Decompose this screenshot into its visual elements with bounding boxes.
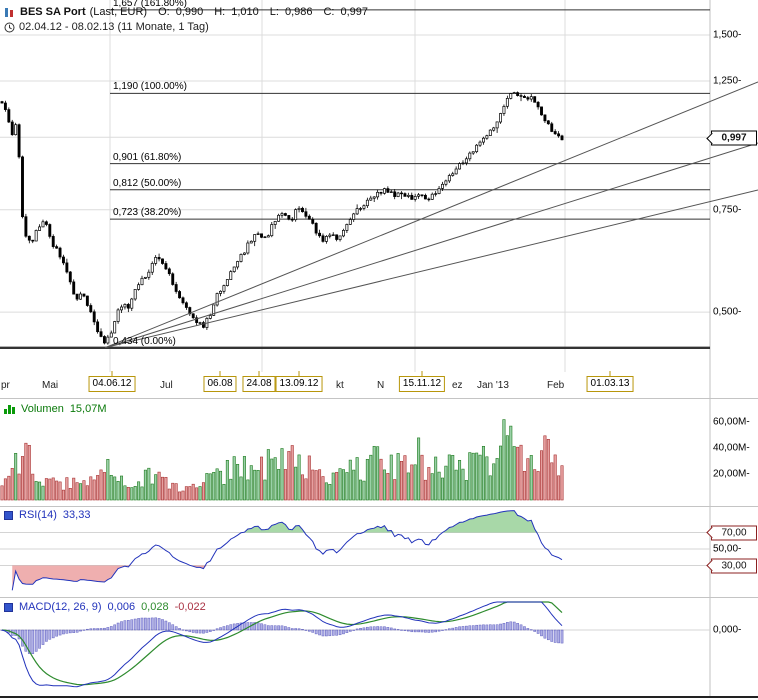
x-axis-month-label: ez (452, 380, 463, 391)
fib-level-label: 1,190 (100.00%) (113, 81, 187, 93)
x-axis-date-marker[interactable]: 13.09.12 (275, 376, 323, 392)
open-label: O: (158, 6, 170, 18)
date-range-legend: 02.04.12 - 08.02.13 (11 Monate, 1 Tag) (4, 21, 209, 33)
x-axis-date-marker[interactable]: 04.06.12 (88, 376, 136, 392)
fib-level-label: 0,723 (38.20%) (113, 207, 182, 219)
x-axis-month-label: kt (336, 380, 344, 391)
fib-level-label: 0,812 (50.00%) (113, 177, 182, 189)
volume-axis-label: 40,00M- (713, 442, 750, 454)
high-value: 1,010 (231, 6, 259, 18)
x-axis-month-label: Jan '13 (477, 380, 509, 391)
x-axis-date-marker[interactable]: 06.08 (203, 376, 237, 392)
macd-icon (4, 602, 13, 612)
candlestick-series-icon (4, 7, 16, 18)
x-axis-month-label: Jul (160, 380, 173, 391)
x-axis-date-marker[interactable]: 15.11.12 (398, 376, 446, 392)
macd-axis-label: 0,000- (713, 624, 742, 636)
date-range-text: 02.04.12 - 08.02.13 (11 Monate, 1 Tag) (19, 21, 209, 33)
low-label: L: (269, 6, 279, 18)
price-axis-label: 0,500- (713, 306, 742, 318)
rsi-band-tag[interactable]: 70,00 (711, 525, 757, 540)
rsi-band-tag[interactable]: 30,00 (711, 558, 757, 573)
close-label: C: (323, 6, 335, 18)
rsi-value: 33,33 (62, 509, 91, 521)
fib-level-label: 0,901 (61.80%) (113, 151, 182, 163)
price-axis-label: 1,500- (713, 29, 742, 41)
instrument-name: BES SA Port (20, 6, 86, 18)
volume-axis-label: 60,00M- (713, 416, 750, 428)
volume-icon (4, 404, 15, 414)
rsi-label: RSI(14) (19, 509, 57, 521)
x-axis-date-marker[interactable]: 24.08 (242, 376, 276, 392)
volume-label: Volumen (21, 403, 64, 415)
volume-value: 15,07M (69, 403, 107, 415)
volume-axis-label: 20,00M- (713, 468, 750, 480)
macd-value: 0,006 (107, 601, 136, 613)
series-type-label: (Last, EUR) (89, 6, 148, 18)
price-axis-label: 0,750- (713, 204, 742, 216)
macd-legend[interactable]: MACD(12, 26, 9) 0,006 0,028 -0,022 (4, 601, 206, 613)
macd-label: MACD(12, 26, 9) (19, 601, 102, 613)
x-axis-month-label: Mai (42, 380, 59, 391)
rsi-icon (4, 510, 13, 520)
low-value: 0,986 (284, 6, 313, 18)
x-axis-date-marker[interactable]: 01.03.13 (586, 376, 634, 392)
macd-histogram-value: -0,022 (174, 601, 206, 613)
clock-icon (4, 22, 15, 32)
last-price-tag[interactable]: 0,997 (711, 130, 757, 146)
open-value: 0,990 (175, 6, 204, 18)
price-axis-label: 1,250- (713, 75, 742, 87)
fib-level-label: 0,434 (0.00%) (113, 335, 176, 347)
x-axis-month-label: Feb (547, 380, 565, 391)
instrument-legend[interactable]: BES SA Port (Last, EUR) O: 0,990 H: 1,01… (4, 6, 368, 18)
close-value: 0,997 (340, 6, 369, 18)
rsi-axis-label: 50,00- (713, 543, 742, 555)
volume-legend[interactable]: Volumen 15,07M (4, 403, 107, 415)
fib-level-label: 1,657 (161.80%) (113, 0, 187, 9)
x-axis-month-label: N (377, 380, 385, 391)
x-axis-month-label: pr (1, 380, 10, 391)
macd-signal-value: 0,028 (141, 601, 169, 613)
rsi-legend[interactable]: RSI(14) 33,33 (4, 509, 90, 521)
high-label: H: (214, 6, 226, 18)
